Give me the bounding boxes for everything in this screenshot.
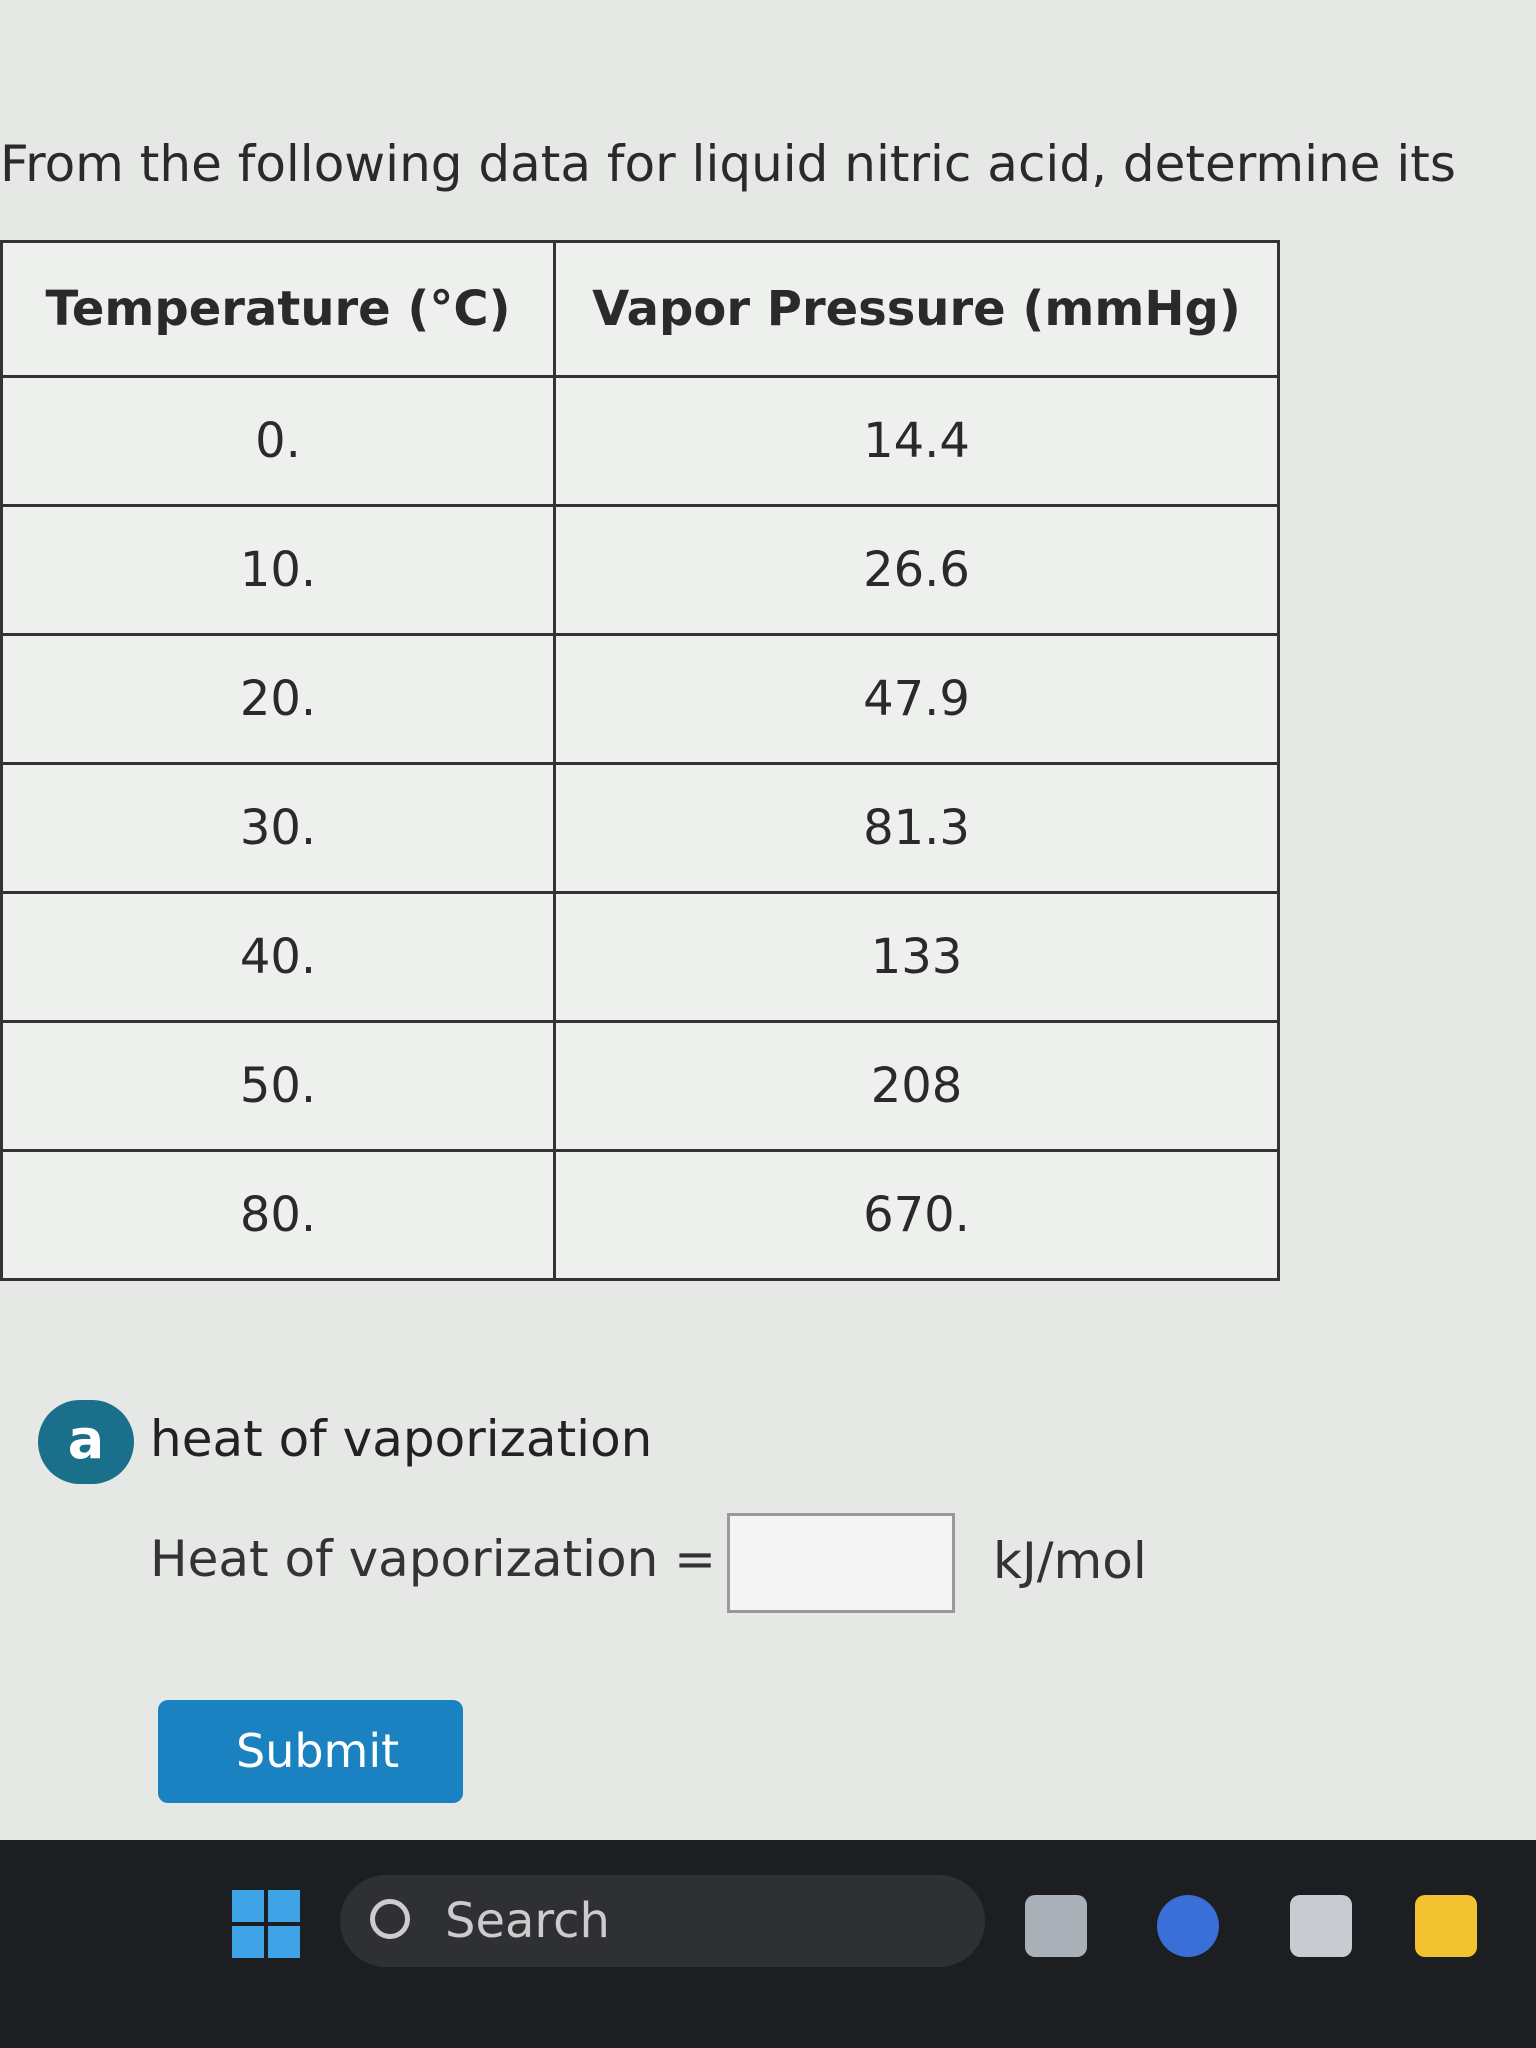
taskbar-icon[interactable] xyxy=(1025,1895,1087,1957)
start-button[interactable] xyxy=(232,1890,300,1958)
table-cell: 40. xyxy=(0,891,556,1023)
table-cell: 0. xyxy=(0,375,556,507)
table-row: 30. 81.3 xyxy=(0,762,1280,894)
table-cell: 133 xyxy=(553,891,1280,1023)
part-title: heat of vaporization xyxy=(150,1410,653,1468)
part-badge: a xyxy=(38,1400,134,1484)
header-cell: Temperature (°C) xyxy=(0,240,556,378)
table-cell: 20. xyxy=(0,633,556,765)
taskbar-icon[interactable] xyxy=(1415,1895,1477,1957)
table-body: 0. 14.4 10. 26.6 20. 47.9 30. 81.3 40. 133 50. 208 8… xyxy=(0,375,1280,1281)
table-cell: 26.6 xyxy=(553,504,1280,636)
table-row: 40. 133 xyxy=(0,891,1280,1023)
search-box[interactable]: Search xyxy=(340,1875,985,1967)
search-icon xyxy=(370,1899,410,1939)
header-cell: Vapor Pressure (mmHg) xyxy=(553,240,1280,378)
table-row: 80. 670. xyxy=(0,1149,1280,1281)
table-cell: 208 xyxy=(553,1020,1280,1152)
question-text: From the following data for liquid nitri… xyxy=(0,135,1456,193)
input-label: Heat of vaporization = xyxy=(150,1530,717,1588)
table-cell: 30. xyxy=(0,762,556,894)
table-cell: 50. xyxy=(0,1020,556,1152)
submit-button[interactable]: Submit xyxy=(158,1700,463,1803)
table-cell: 80. xyxy=(0,1149,556,1281)
table-row: 20. 47.9 xyxy=(0,633,1280,765)
table-cell: 14.4 xyxy=(553,375,1280,507)
header-row: Temperature (°C) Vapor Pressure (mmHg) xyxy=(0,240,1280,378)
answer-input[interactable] xyxy=(727,1513,955,1613)
table-cell: 81.3 xyxy=(553,762,1280,894)
table-row: 10. 26.6 xyxy=(0,504,1280,636)
table-row: 0. 14.4 xyxy=(0,375,1280,507)
table-row: 50. 208 xyxy=(0,1020,1280,1152)
table-cell: 670. xyxy=(553,1149,1280,1281)
taskbar-icon[interactable] xyxy=(1290,1895,1352,1957)
unit-label: kJ/mol xyxy=(993,1532,1147,1590)
taskbar-icon[interactable] xyxy=(1157,1895,1219,1957)
data-table: Temperature (°C) Vapor Pressure (mmHg) 0… xyxy=(0,240,1280,1281)
table-cell: 10. xyxy=(0,504,556,636)
search-text: Search xyxy=(445,1893,610,1949)
table-cell: 47.9 xyxy=(553,633,1280,765)
